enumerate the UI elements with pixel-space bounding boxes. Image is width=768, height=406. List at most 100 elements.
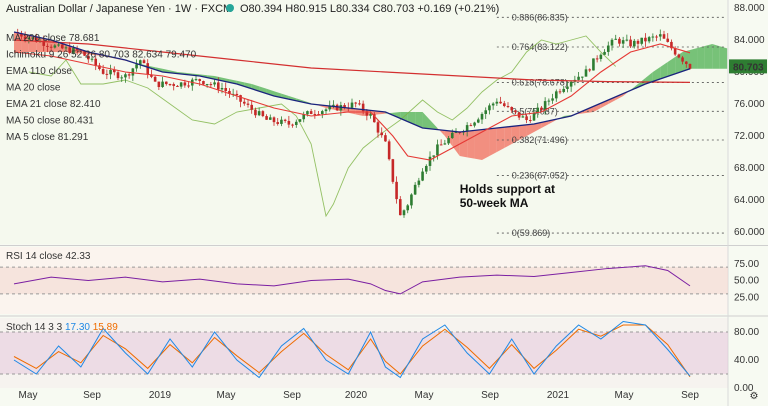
- price-axis-tick: 88.000: [734, 3, 765, 14]
- candle-body: [670, 41, 673, 49]
- time-axis-tick: 2020: [345, 390, 368, 401]
- ichimoku-cloud-segment: [645, 72, 653, 84]
- time-axis-tick: May: [217, 390, 236, 401]
- ichimoku-cloud-segment: [407, 112, 416, 125]
- candle-body: [202, 81, 205, 85]
- candle-body: [454, 132, 458, 134]
- candle-body: [146, 63, 150, 75]
- candle-body: [280, 119, 283, 124]
- candle-body: [684, 61, 688, 64]
- candle-body: [213, 82, 216, 85]
- candle-body: [64, 47, 68, 49]
- stoch-band: [0, 332, 728, 374]
- candle-body: [53, 45, 57, 48]
- candle-body: [254, 109, 257, 116]
- candle-body: [592, 58, 595, 71]
- fib-level-label: 0.236(67.052): [512, 171, 568, 181]
- candle-body: [168, 84, 172, 86]
- candle-body: [640, 37, 644, 44]
- candle-body: [142, 60, 146, 64]
- candle-body: [644, 37, 647, 42]
- current-price-label: 80.703: [733, 62, 764, 73]
- candle-body: [328, 105, 332, 110]
- ichimoku-cloud-segment: [652, 67, 661, 82]
- candle-body: [606, 45, 610, 52]
- candle-body: [34, 37, 38, 42]
- candle-body: [157, 81, 161, 88]
- time-axis-tick: Sep: [83, 390, 101, 401]
- candle-body: [614, 38, 618, 40]
- candle-body: [287, 120, 291, 125]
- candle-body: [164, 81, 168, 85]
- candle-body: [313, 113, 317, 115]
- candle-body: [306, 111, 309, 115]
- ichimoku-cloud-segment: [392, 112, 401, 119]
- ichimoku-cloud-segment: [667, 57, 676, 77]
- candle-body: [294, 121, 298, 125]
- fib-level-label: 0.886(86.835): [512, 12, 568, 22]
- indicator-legend-row: EMA 21 close 82.410: [6, 99, 101, 110]
- stoch-axis-tick: 40.00: [734, 355, 759, 366]
- stoch-d-line: [13, 324, 691, 378]
- rsi-legend: RSI 14 close 42.33: [6, 251, 91, 262]
- candle-body: [94, 58, 98, 66]
- price-axis-tick: 60.000: [734, 227, 765, 238]
- annotation-text: 50-week MA: [460, 196, 529, 210]
- candle-body: [424, 165, 428, 172]
- candle-body: [98, 65, 101, 70]
- ichimoku-cloud-segment: [28, 35, 37, 52]
- candle-body: [79, 50, 83, 52]
- candle-body: [198, 79, 202, 82]
- ichimoku-cloud-segment: [482, 128, 490, 160]
- candle-body: [109, 69, 112, 75]
- ichimoku-cloud-segment: [340, 107, 349, 113]
- candle-body: [369, 114, 372, 116]
- candle-body: [647, 37, 651, 42]
- candle-body: [376, 122, 380, 133]
- candle-body: [625, 39, 629, 41]
- candle-body: [242, 101, 246, 104]
- time-axis-tick: Sep: [283, 390, 301, 401]
- candle-body: [261, 111, 265, 117]
- ichimoku-cloud-segment: [704, 44, 713, 69]
- candle-body: [558, 91, 562, 93]
- candle-body: [536, 107, 540, 113]
- ichimoku-cloud-segment: [675, 52, 683, 74]
- ichimoku-cloud-segment: [474, 129, 482, 160]
- candle-body: [514, 110, 517, 113]
- ichimoku-cloud-segment: [600, 100, 609, 108]
- candle-body: [265, 116, 268, 120]
- candle-body: [432, 155, 436, 157]
- ichimoku-cloud-segment: [638, 78, 646, 88]
- candle-body: [417, 180, 421, 185]
- candle-body: [655, 36, 658, 38]
- candle-body: [629, 39, 632, 47]
- candle-body: [595, 58, 599, 60]
- ichimoku-cloud-segment: [504, 126, 512, 148]
- candle-body: [666, 38, 670, 42]
- ichimoku-cloud-segment: [511, 125, 520, 144]
- candle-body: [554, 91, 558, 99]
- ichimoku-cloud-segment: [459, 131, 468, 158]
- candle-body: [172, 84, 176, 86]
- stoch-axis-tick: 0.00: [734, 383, 754, 394]
- fib-level-label: 0.5(75.087): [512, 106, 558, 116]
- candle-body: [476, 119, 480, 123]
- candle-body: [436, 144, 439, 156]
- rsi-axis-tick: 75.00: [734, 259, 759, 270]
- rsi-axis-tick: 50.00: [734, 276, 759, 287]
- ichimoku-cloud-segment: [288, 96, 297, 101]
- candle-body: [387, 141, 391, 160]
- candle-body: [246, 103, 250, 105]
- candle-body: [510, 106, 514, 111]
- ichimoku-cloud-segment: [244, 82, 252, 89]
- candle-body: [688, 63, 692, 69]
- time-axis-tick: May: [615, 390, 634, 401]
- candle-body: [540, 107, 543, 110]
- chikou-span-line: [28, 35, 617, 218]
- rsi-axis-tick: 25.00: [734, 292, 759, 303]
- rsi-band: [0, 267, 728, 294]
- candle-body: [228, 90, 231, 94]
- candle-body: [391, 159, 395, 182]
